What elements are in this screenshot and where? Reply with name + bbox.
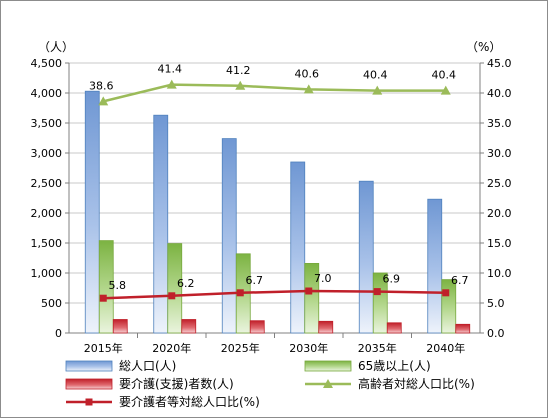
point-elderly-ratio	[372, 85, 383, 95]
x-tick-label: 2025年	[221, 341, 260, 355]
legend-label: 要介護者等対総人口比(%)	[119, 394, 260, 409]
left-tick-label: 4,000	[31, 87, 63, 100]
data-label-elderly-ratio: 41.4	[158, 63, 183, 76]
legend-label: 高齢者対総人口比(%)	[358, 376, 475, 391]
data-label-elderly-ratio: 41.2	[226, 64, 251, 77]
point-elderly-ratio	[440, 85, 451, 95]
legend-label: 総人口(人)	[119, 359, 176, 373]
right-tick-label: 25.0	[487, 177, 512, 190]
legend-swatch	[65, 360, 113, 372]
bar-total-population	[358, 180, 374, 334]
x-tick-label: 2040年	[426, 341, 465, 355]
point-elderly-ratio	[166, 79, 177, 89]
right-tick-label: 0.0	[487, 327, 505, 340]
x-tick-label: 2020年	[152, 341, 191, 355]
right-tick-label: 35.0	[487, 117, 512, 130]
bar-care-recipients	[249, 320, 265, 334]
point-care-ratio	[305, 287, 313, 295]
legend-marker	[85, 398, 93, 406]
bar-age65-plus	[372, 272, 388, 334]
left-tick-label: 2,500	[31, 177, 63, 190]
lines	[98, 79, 451, 302]
right-tick-label: 20.0	[487, 207, 512, 220]
left-tick-label: 500	[41, 297, 62, 310]
point-care-ratio	[373, 288, 381, 296]
legend-marker	[323, 379, 333, 388]
bar-care-recipients	[318, 320, 334, 334]
bar-care-recipients	[112, 319, 128, 334]
left-tick-label: 2,000	[31, 207, 63, 220]
line-care-ratio	[103, 289, 446, 300]
data-label-elderly-ratio: 40.6	[295, 67, 320, 80]
point-elderly-ratio	[303, 84, 314, 94]
data-label-care-ratio: 6.7	[451, 274, 469, 287]
right-axis-unit: （%）	[466, 40, 501, 54]
line-elderly-ratio	[102, 83, 446, 103]
right-tick-label: 15.0	[487, 237, 512, 250]
point-elderly-ratio	[98, 96, 109, 106]
legend-swatch	[304, 360, 352, 372]
point-care-ratio	[168, 292, 176, 300]
bar-total-population	[221, 138, 237, 334]
legend-label: 65歳以上(人)	[358, 359, 431, 373]
point-care-ratio	[236, 289, 244, 297]
bar-total-population	[427, 198, 443, 334]
bars	[84, 90, 471, 334]
left-tick-label: 3,500	[31, 117, 63, 130]
legend-label: 要介護(支援)者数(人)	[119, 376, 234, 391]
bar-care-recipients	[455, 323, 471, 334]
point-care-ratio	[442, 289, 450, 297]
data-label-elderly-ratio: 40.4	[363, 69, 388, 82]
legend: 総人口(人) 65歳以上(人) 要介護(支援)者数(人) 高齢者対総人口比(%) 要介護…	[65, 359, 475, 409]
left-axis-unit: （人）	[38, 40, 74, 54]
data-label-elderly-ratio: 38.6	[89, 79, 114, 92]
right-tick-label: 45.0	[487, 57, 512, 70]
gridlines	[69, 62, 480, 304]
right-tick-label: 5.0	[487, 297, 505, 310]
point-elderly-ratio	[235, 80, 246, 90]
right-tick-label: 40.0	[487, 87, 512, 100]
legend-swatch	[65, 378, 113, 390]
data-label-care-ratio: 5.8	[109, 279, 127, 292]
x-tick-label: 2015年	[84, 341, 123, 355]
bar-total-population	[290, 161, 306, 334]
data-label-care-ratio: 7.0	[314, 272, 332, 285]
data-labels: 38.6 41.4 41.2 40.6 40.4 40.4 5.8 6.2 6.7 7.0 6.9 6…	[89, 63, 469, 293]
bar-care-recipients	[386, 322, 402, 334]
right-tick-label: 10.0	[487, 267, 512, 280]
left-tick-label: 4,500	[31, 57, 63, 70]
bar-age65-plus	[304, 262, 320, 334]
right-tick-label: 30.0	[487, 147, 512, 160]
left-tick-label: 0	[55, 327, 62, 340]
x-tick-label: 2030年	[289, 341, 328, 355]
point-care-ratio	[99, 294, 107, 302]
x-tick-label: 2035年	[358, 341, 397, 355]
axes: 0 500 1,000 1,500 2,000 2,500 3,000 3,500 4,000 4…	[31, 40, 512, 355]
bar-age65-plus	[167, 243, 183, 334]
bar-total-population	[153, 114, 169, 334]
left-tick-label: 3,000	[31, 147, 63, 160]
data-label-care-ratio: 6.2	[177, 277, 195, 290]
bar-age65-plus	[98, 240, 114, 334]
bar-age65-plus	[441, 279, 457, 334]
left-tick-label: 1,500	[31, 237, 63, 250]
left-tick-label: 1,000	[31, 267, 63, 280]
data-label-elderly-ratio: 40.4	[432, 69, 457, 82]
data-label-care-ratio: 6.9	[383, 273, 401, 286]
bar-total-population	[84, 90, 100, 334]
bar-care-recipients	[181, 319, 197, 334]
data-label-care-ratio: 6.7	[246, 274, 264, 287]
